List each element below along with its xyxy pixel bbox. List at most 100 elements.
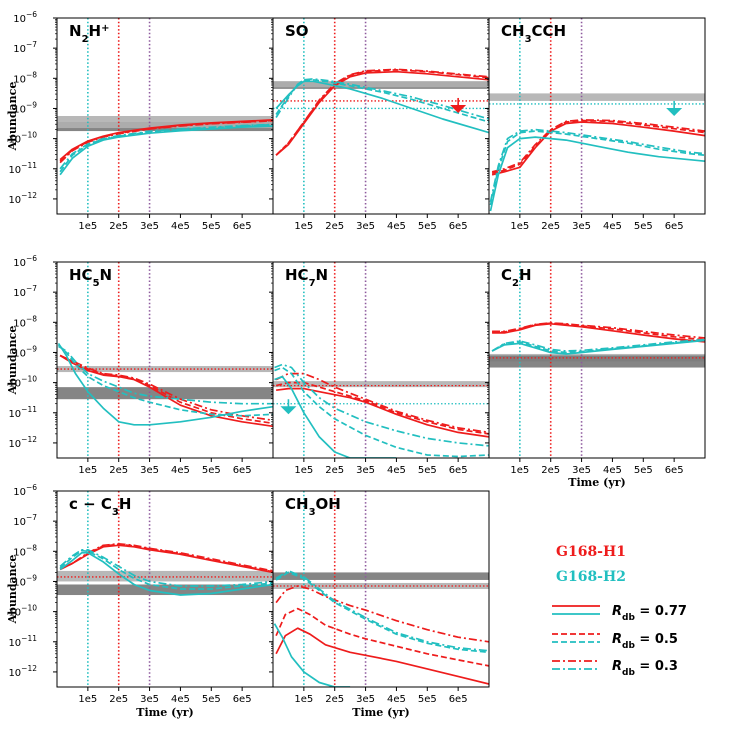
panel-title-part: 2 bbox=[82, 34, 89, 45]
panel-frame bbox=[272, 17, 490, 215]
panel-frame bbox=[488, 261, 706, 459]
y-tick-label: 10−10 bbox=[8, 604, 37, 619]
x-tick-label: 4e5 bbox=[387, 694, 406, 705]
x-tick-label: 5e5 bbox=[202, 465, 221, 476]
y-tick-exp: −11 bbox=[21, 405, 37, 414]
y-tick-exp: −6 bbox=[26, 254, 37, 263]
y-tick-exp: −10 bbox=[21, 131, 37, 140]
series-H1-dashdot bbox=[491, 119, 705, 173]
series-H2-solid bbox=[273, 623, 351, 687]
series-H2-dashdot bbox=[275, 570, 489, 652]
x-tick-label: 3e5 bbox=[572, 221, 591, 232]
series-H2-dashed bbox=[275, 78, 489, 123]
panel-title-part: H bbox=[519, 266, 532, 284]
panel-plot-area bbox=[57, 491, 273, 687]
legend-label-val: = 0.77 bbox=[635, 604, 687, 619]
x-tick-label: 3e5 bbox=[140, 465, 159, 476]
y-tick-base: 10 bbox=[8, 195, 21, 206]
y-tick-exp: −8 bbox=[26, 314, 37, 323]
y-tick-label: 10−7 bbox=[13, 284, 37, 299]
y-tick-exp: −6 bbox=[26, 10, 37, 19]
panel-title-part: H bbox=[119, 495, 132, 513]
panel-plot-area bbox=[273, 18, 489, 214]
series-H1-dashdot bbox=[59, 119, 273, 164]
y-tick-exp: −9 bbox=[26, 344, 37, 353]
panel-title-part: N bbox=[316, 266, 329, 284]
x-tick-label: 6e5 bbox=[449, 465, 468, 476]
y-tick-base: 10 bbox=[8, 409, 21, 420]
y-tick-base: 10 bbox=[13, 547, 26, 558]
panel-title-part: 3 bbox=[309, 507, 316, 518]
x-tick-label: 6e5 bbox=[665, 221, 684, 232]
x-tick-label: 2e5 bbox=[109, 221, 128, 232]
x-tick-label: 2e5 bbox=[109, 465, 128, 476]
panel-so: 1e5 2e5 3e5 4e5 5e5 6e5 SO bbox=[269, 17, 490, 232]
x-axis-label: Time (yr) bbox=[136, 706, 193, 719]
x-tick-label: 1e5 bbox=[294, 465, 313, 476]
series-H2-dashed bbox=[59, 549, 273, 590]
x-tick-label: 6e5 bbox=[233, 221, 252, 232]
series-H2-dashed bbox=[59, 123, 273, 173]
panel-title-part: C bbox=[501, 266, 512, 284]
panel-title: C2H bbox=[501, 266, 532, 289]
legend-source-H2: G168-H2 bbox=[556, 569, 626, 585]
panel-c3h: 1e5 2e5 3e5 4e5 5e5 6e510−610−710−810−910−101… bbox=[6, 483, 274, 705]
panel-title: CH3OH bbox=[285, 495, 341, 518]
y-tick-exp: −6 bbox=[26, 483, 37, 492]
y-tick-base: 10 bbox=[8, 135, 21, 146]
series-H2-solid bbox=[59, 125, 273, 176]
y-tick-label: 10−10 bbox=[8, 131, 37, 146]
x-tick-label: 1e5 bbox=[294, 694, 313, 705]
y-tick-label: 10−12 bbox=[8, 191, 37, 206]
x-tick-label: 5e5 bbox=[418, 221, 437, 232]
y-tick-exp: −7 bbox=[26, 40, 37, 49]
x-tick-label: 5e5 bbox=[418, 694, 437, 705]
y-tick-base: 10 bbox=[8, 638, 21, 649]
x-tick-label: 2e5 bbox=[541, 465, 560, 476]
series-H2-dashdot bbox=[491, 338, 705, 352]
y-axis-label: Abundance bbox=[6, 555, 19, 625]
obs-band-H1 bbox=[273, 381, 489, 388]
panel-plot-area bbox=[273, 491, 489, 687]
x-tick-label: 6e5 bbox=[449, 694, 468, 705]
x-tick-label: 2e5 bbox=[325, 694, 344, 705]
series-H2-dashed bbox=[489, 130, 705, 206]
series-H1-solid bbox=[59, 544, 273, 574]
panel-title-part: 3 bbox=[525, 34, 532, 45]
x-tick-label: 6e5 bbox=[233, 694, 252, 705]
y-tick-label: 10−9 bbox=[13, 344, 37, 359]
panel-plot-area bbox=[489, 18, 705, 214]
panel-frame bbox=[272, 261, 490, 459]
panel-title: HC5N bbox=[69, 266, 112, 289]
x-tick-label: 6e5 bbox=[449, 221, 468, 232]
panel-frame bbox=[56, 261, 274, 459]
y-tick-base: 10 bbox=[8, 379, 21, 390]
obs-band-H1 bbox=[57, 116, 273, 129]
x-tick-label: 3e5 bbox=[140, 221, 159, 232]
panel-title-part: 2 bbox=[512, 278, 519, 289]
y-tick-label: 10−12 bbox=[8, 435, 37, 450]
series-H2-dashed bbox=[57, 344, 273, 417]
series-H1-dashed bbox=[275, 607, 489, 667]
legend-label: Rdb = 0.3 bbox=[612, 659, 678, 678]
y-tick-base: 10 bbox=[8, 668, 21, 679]
y-tick-exp: −8 bbox=[26, 70, 37, 79]
panel-title: CH3CCH bbox=[501, 22, 566, 45]
series-H1-dashdot bbox=[275, 68, 489, 156]
panel-frame bbox=[272, 490, 490, 688]
limit-arrow-head-H2 bbox=[666, 107, 683, 116]
x-tick-label: 6e5 bbox=[233, 465, 252, 476]
y-tick-base: 10 bbox=[13, 577, 26, 588]
y-tick-base: 10 bbox=[13, 288, 26, 299]
limit-arrow-head-H2 bbox=[280, 406, 297, 415]
y-tick-exp: −7 bbox=[26, 284, 37, 293]
y-tick-label: 10−11 bbox=[8, 161, 37, 176]
series-H1-solid bbox=[275, 387, 489, 438]
y-tick-label: 10−9 bbox=[13, 100, 37, 115]
legend-label: Rdb = 0.5 bbox=[612, 632, 678, 651]
legend-label-main: R bbox=[612, 604, 622, 619]
x-tick-label: 1e5 bbox=[294, 221, 313, 232]
obs-band-H1 bbox=[489, 93, 705, 101]
series-H1-dashdot bbox=[59, 542, 273, 572]
